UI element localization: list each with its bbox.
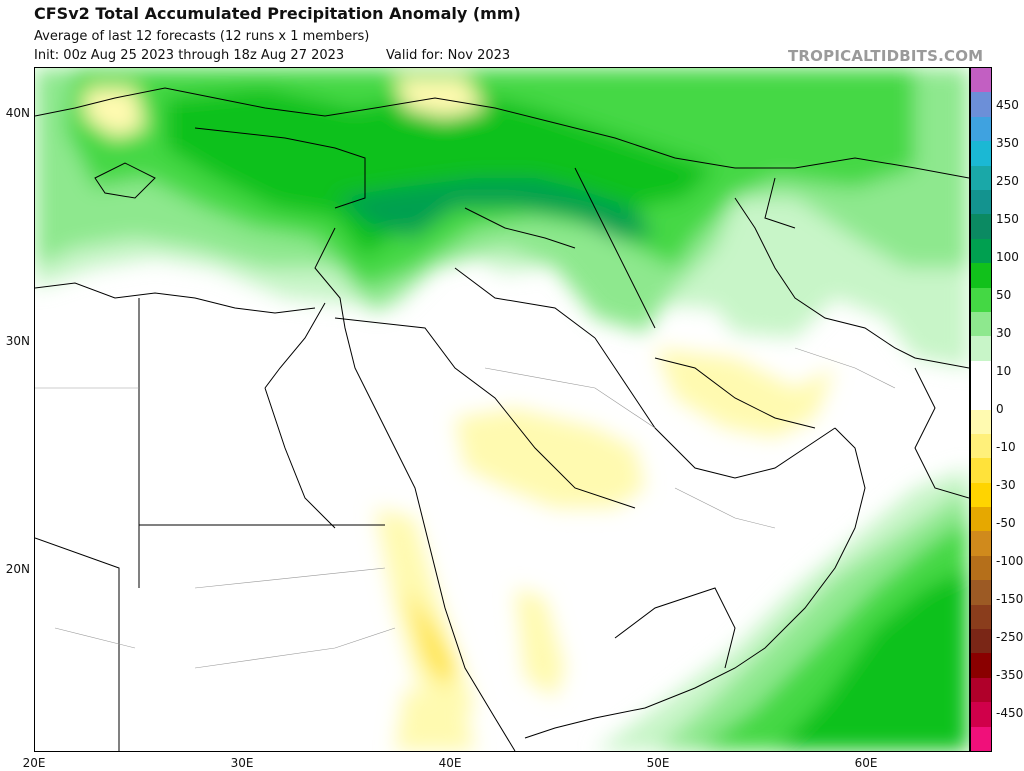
colorbar-segment	[971, 68, 991, 93]
colorbar-segment	[971, 507, 991, 532]
coastline-lines	[35, 87, 969, 751]
colorbar-segment	[971, 238, 991, 264]
watermark: TROPICALTIDBITS.COM	[788, 47, 984, 65]
colorbar-segment	[971, 311, 991, 337]
lon-label-40e: 40E	[438, 756, 462, 770]
colorbar-label: -450	[996, 706, 1024, 720]
colorbar-segment	[971, 531, 991, 557]
colorbar-label: 350	[996, 136, 1019, 150]
lat-label-20n: 20N	[5, 562, 30, 576]
colorbar-label: 50	[996, 288, 1012, 302]
colorbar-label: -150	[996, 592, 1024, 606]
colorbar-label: 150	[996, 212, 1019, 226]
precip-anomaly-map	[34, 67, 970, 752]
colorbar-label: 250	[996, 174, 1019, 188]
colorbar-segment	[971, 92, 991, 118]
colorbar-segment	[971, 677, 991, 703]
chart-title: CFSv2 Total Accumulated Precipitation An…	[34, 4, 521, 23]
lat-label-30n: 30N	[5, 334, 30, 348]
colorbar-segment	[971, 653, 991, 679]
colorbar-segment	[971, 336, 991, 362]
colorbar-segment	[971, 702, 991, 728]
colorbar-segment	[971, 263, 991, 289]
colorbar-label: 30	[996, 326, 1012, 340]
colorbar-label: 0	[996, 402, 1004, 416]
colorbar-label: 100	[996, 250, 1019, 264]
colorbar-label: -350	[996, 668, 1024, 682]
colorbar-segment	[971, 116, 991, 142]
colorbar-segment	[971, 433, 991, 459]
init-time-label: Init: 00z Aug 25 2023 through 18z Aug 27…	[34, 48, 345, 63]
colorbar-segment	[971, 141, 991, 167]
colorbar-label: -250	[996, 630, 1024, 644]
colorbar-label: -10	[996, 440, 1016, 454]
lon-label-60e: 60E	[854, 756, 878, 770]
colorbar-segment	[971, 629, 991, 654]
colorbar-segment	[971, 555, 991, 581]
colorbar-label: -50	[996, 516, 1016, 530]
colorbar-segment	[971, 287, 991, 313]
colorbar-segment	[971, 360, 991, 386]
lon-label-30e: 30E	[230, 756, 254, 770]
colorbar-segment	[971, 385, 991, 410]
colorbar-label: 450	[996, 98, 1019, 112]
lon-label-50e: 50E	[646, 756, 670, 770]
anomaly-shading	[35, 68, 969, 751]
colorbar-segment	[971, 458, 991, 484]
chart-subtitle: Average of last 12 forecasts (12 runs x …	[34, 29, 370, 44]
colorbar-segment	[971, 409, 991, 435]
colorbar-segment	[971, 482, 991, 508]
colorbar-label: -100	[996, 554, 1024, 568]
colorbar-label: 10	[996, 364, 1012, 378]
lon-label-20e: 20E	[22, 756, 46, 770]
colorbar-segment	[971, 580, 991, 606]
colorbar-label: -30	[996, 478, 1016, 492]
colorbar	[970, 67, 992, 752]
colorbar-segment	[971, 726, 991, 752]
colorbar-segment	[971, 165, 991, 191]
colorbar-segment	[971, 604, 991, 630]
colorbar-segment	[971, 189, 991, 215]
valid-time-label: Valid for: Nov 2023	[386, 48, 511, 63]
colorbar-segment	[971, 214, 991, 240]
lat-label-40n: 40N	[5, 106, 30, 120]
